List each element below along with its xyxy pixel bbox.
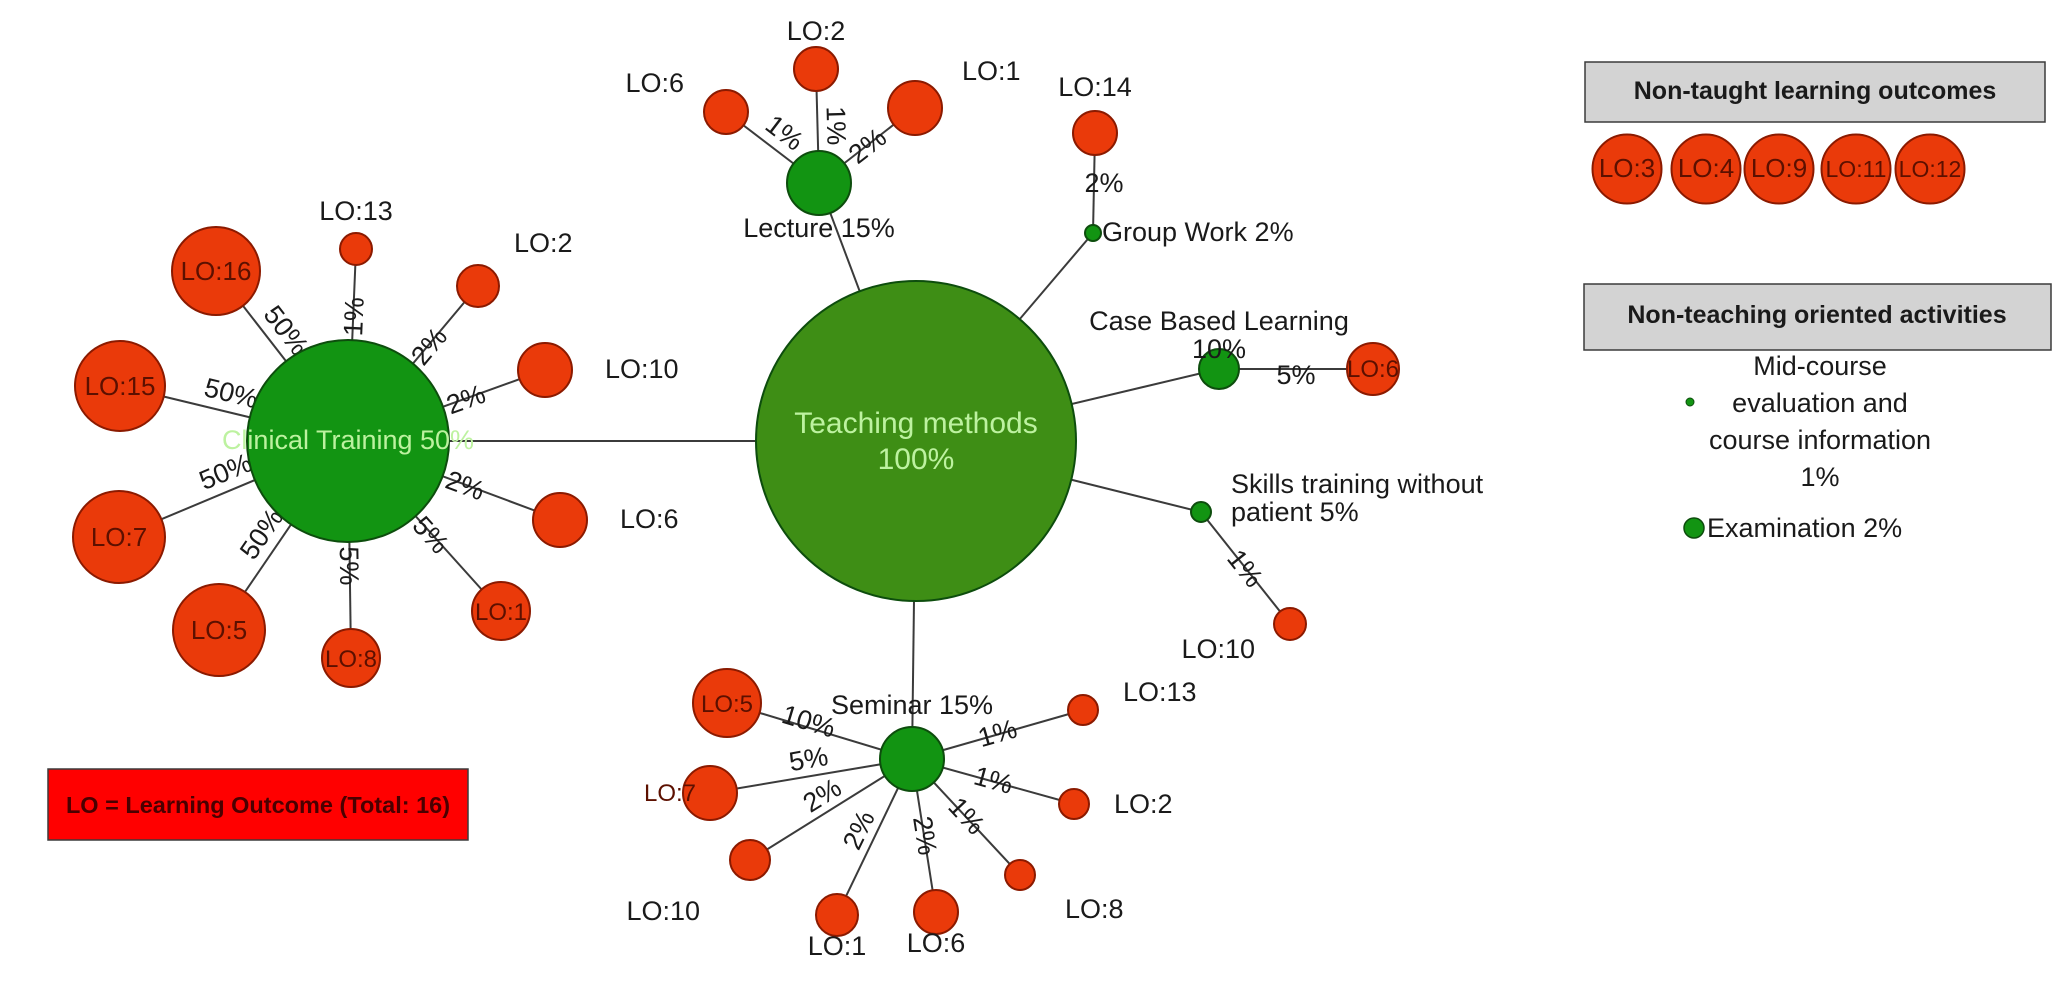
svg-text:LO:2: LO:2 <box>514 228 573 258</box>
svg-text:evaluation and: evaluation and <box>1732 388 1908 418</box>
svg-text:LO:8: LO:8 <box>1065 894 1124 924</box>
svg-text:LO:12: LO:12 <box>1899 156 1962 182</box>
svg-text:Clinical Training 50%: Clinical Training 50% <box>222 425 474 455</box>
svg-text:LO:16: LO:16 <box>181 256 252 286</box>
svg-text:LO:6: LO:6 <box>907 928 966 958</box>
svg-text:LO:14: LO:14 <box>1058 72 1132 102</box>
svg-text:5%: 5% <box>1276 360 1315 390</box>
svg-text:LO:6: LO:6 <box>620 504 679 534</box>
svg-text:Non-teaching oriented activiti: Non-teaching oriented activities <box>1627 301 2006 329</box>
svg-text:LO:1: LO:1 <box>962 56 1021 86</box>
svg-text:LO:13: LO:13 <box>1123 677 1197 707</box>
svg-text:patient 5%: patient 5% <box>1231 497 1359 527</box>
svg-text:LO:4: LO:4 <box>1678 153 1734 183</box>
svg-text:Mid-course: Mid-course <box>1753 351 1887 381</box>
svg-text:LO:6: LO:6 <box>1347 356 1399 383</box>
svg-text:Seminar 15%: Seminar 15% <box>831 690 993 720</box>
svg-text:1%: 1% <box>1800 462 1839 492</box>
svg-text:LO:15: LO:15 <box>85 371 156 401</box>
svg-text:LO:10: LO:10 <box>605 354 679 384</box>
svg-text:Non-taught learning outcomes: Non-taught learning outcomes <box>1634 77 1997 105</box>
svg-text:Skills training without: Skills training without <box>1231 469 1484 499</box>
svg-text:LO:10: LO:10 <box>626 896 700 926</box>
svg-text:1%: 1% <box>820 106 851 146</box>
svg-text:10%: 10% <box>1192 334 1246 364</box>
svg-text:LO:5: LO:5 <box>701 691 753 718</box>
svg-text:LO:7: LO:7 <box>91 522 147 552</box>
svg-text:Examination 2%: Examination 2% <box>1707 513 1902 543</box>
svg-text:LO:1: LO:1 <box>808 931 867 961</box>
svg-text:LO:10: LO:10 <box>1181 634 1255 664</box>
svg-text:LO:11: LO:11 <box>1826 156 1887 182</box>
svg-text:LO:6: LO:6 <box>625 68 684 98</box>
svg-text:Case Based Learning: Case Based Learning <box>1089 306 1349 336</box>
svg-text:2%: 2% <box>907 814 943 857</box>
svg-text:LO:9: LO:9 <box>1751 153 1807 183</box>
svg-text:LO:2: LO:2 <box>1114 789 1173 819</box>
svg-text:5%: 5% <box>334 546 365 585</box>
svg-text:LO:7: LO:7 <box>644 780 696 807</box>
svg-text:LO = Learning Outcome (Total:: LO = Learning Outcome (Total: 16) <box>66 792 450 818</box>
svg-text:Group Work 2%: Group Work 2% <box>1102 217 1294 247</box>
svg-text:1%: 1% <box>338 296 370 336</box>
svg-text:course information: course information <box>1709 425 1931 455</box>
svg-text:Lecture 15%: Lecture 15% <box>743 213 895 243</box>
svg-text:LO:8: LO:8 <box>325 646 377 673</box>
svg-text:5%: 5% <box>787 741 830 777</box>
svg-text:LO:1: LO:1 <box>475 599 527 626</box>
svg-text:2%: 2% <box>1084 168 1123 198</box>
svg-text:LO:3: LO:3 <box>1599 153 1655 183</box>
svg-text:100%: 100% <box>878 443 955 476</box>
svg-text:LO:5: LO:5 <box>191 615 247 645</box>
svg-text:LO:2: LO:2 <box>787 16 846 46</box>
svg-text:LO:13: LO:13 <box>319 196 393 226</box>
svg-text:Teaching methods: Teaching methods <box>794 407 1038 440</box>
